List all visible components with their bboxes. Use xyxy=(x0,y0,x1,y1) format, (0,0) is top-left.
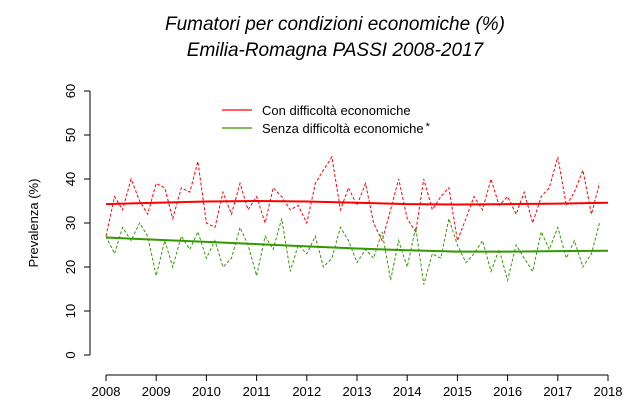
y-tick-label: 30 xyxy=(63,216,78,230)
data-line xyxy=(105,155,600,243)
y-tick-label: 20 xyxy=(63,260,78,274)
x-tick-label: 2010 xyxy=(192,384,221,399)
y-tick-label: 50 xyxy=(63,128,78,142)
data-line xyxy=(105,216,600,285)
legend-note: * xyxy=(426,121,431,133)
x-tick-label: 2015 xyxy=(443,384,472,399)
y-axis-label: Prevalenza (%) xyxy=(26,179,41,268)
x-tick-label: 2011 xyxy=(243,384,271,399)
trend-line xyxy=(105,236,609,253)
x-tick-label: 2008 xyxy=(92,384,121,399)
x-tick-label: 2009 xyxy=(142,384,171,399)
y-tick-label: 10 xyxy=(63,304,78,318)
x-tick-label: 2016 xyxy=(493,384,522,399)
y-tick-label: 40 xyxy=(63,172,78,186)
trend-line xyxy=(105,199,609,206)
legend-label: Senza difficoltà economiche xyxy=(262,121,424,136)
chart-subtitle: Emilia-Romagna PASSI 2008-2017 xyxy=(187,40,485,61)
chart-title: Fumatori per condizioni economiche (%) xyxy=(165,14,505,35)
legend-label: Con difficoltà economiche xyxy=(262,103,411,118)
x-tick-label: 2014 xyxy=(393,384,422,399)
x-tick-label: 2013 xyxy=(343,384,372,399)
x-tick-label: 2017 xyxy=(543,384,572,399)
x-tick-label: 2012 xyxy=(292,384,321,399)
x-tick-label: 2018 xyxy=(594,384,623,399)
y-tick-label: 0 xyxy=(63,351,78,358)
y-tick-label: 60 xyxy=(63,84,78,98)
